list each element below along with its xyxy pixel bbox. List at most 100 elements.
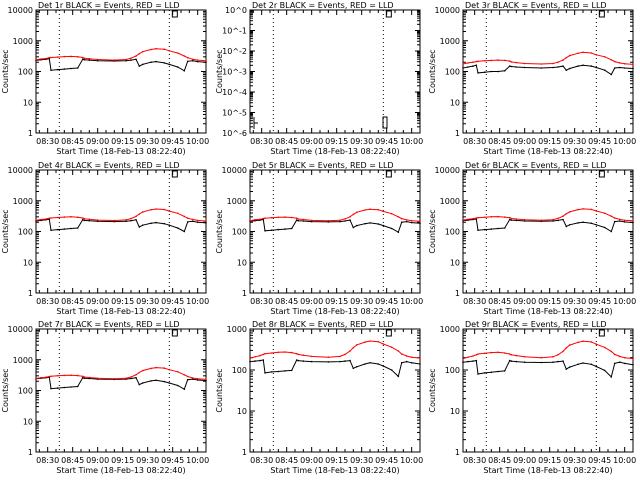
data-point-events xyxy=(613,220,616,223)
x-tick-label: 09:45 xyxy=(588,456,611,465)
data-point-events xyxy=(618,66,621,69)
y-tick-label: 1 xyxy=(455,129,460,138)
x-tick-label: 09:45 xyxy=(375,297,398,306)
data-point-lld xyxy=(186,375,189,378)
data-point-lld xyxy=(490,59,493,62)
data-point-events xyxy=(419,363,421,365)
x-tick-label: 09:15 xyxy=(325,297,348,306)
data-point-lld xyxy=(410,219,413,222)
data-point-events xyxy=(618,220,621,222)
x-tick-label: 09:00 xyxy=(513,456,536,465)
data-point-lld xyxy=(135,374,137,376)
data-point-events xyxy=(141,382,144,384)
y-tick-label: 100 xyxy=(445,68,460,77)
x-tick-label: 08:45 xyxy=(61,297,84,306)
series-line-events xyxy=(462,218,634,233)
data-point-events xyxy=(477,373,479,375)
data-point-lld xyxy=(284,351,286,353)
y-tick-label: 100 xyxy=(18,68,33,77)
data-point-lld xyxy=(262,217,265,220)
data-point-lld xyxy=(96,58,99,61)
data-point-lld xyxy=(125,219,127,221)
data-point-lld xyxy=(130,57,132,59)
data-point-events xyxy=(369,362,371,364)
data-point-events xyxy=(490,70,493,73)
data-point-lld xyxy=(56,375,59,377)
x-axis-label: Start Time (18-Feb-13 08:22:40) xyxy=(483,307,612,316)
plot-frame xyxy=(249,169,421,294)
panel-det-8r: 1 10 100 1000 08:30 08:45 09:00 09:15 09:30 09:45… xyxy=(215,320,423,475)
x-tick-label: 09:00 xyxy=(86,137,109,146)
data-point-events xyxy=(557,219,559,222)
data-point-lld xyxy=(113,378,116,380)
data-point-lld xyxy=(35,219,37,222)
data-point-lld xyxy=(349,216,351,218)
data-point-events xyxy=(510,219,513,221)
x-tick-label: 09:45 xyxy=(588,297,611,306)
data-point-events xyxy=(610,73,613,76)
data-point-events xyxy=(88,219,91,222)
y-tick-label: 1000 xyxy=(440,197,460,206)
data-point-lld xyxy=(150,48,152,51)
x-tick-label: 09:00 xyxy=(513,137,536,146)
data-point-lld xyxy=(352,213,355,216)
data-point-lld xyxy=(163,208,166,211)
panel-det-2r: 10^-610^-510^-410^-310^-210^-110^008:30 0… xyxy=(215,1,423,156)
data-point-events xyxy=(623,221,626,223)
data-point-events xyxy=(610,376,613,378)
panel-det-1r: 1 10 100 1000 10000 08:30 08:45 09:00 09:15 09:30… xyxy=(1,1,209,156)
y-tick-label: 1 xyxy=(455,448,460,457)
x-tick-label: 10:00 xyxy=(186,137,209,146)
data-point-events xyxy=(259,359,261,362)
data-point-lld xyxy=(515,61,518,64)
data-point-events xyxy=(186,378,189,381)
data-point-lld xyxy=(96,377,99,380)
flag-marker xyxy=(171,329,178,337)
data-point-events xyxy=(523,361,526,364)
data-point-events xyxy=(400,362,403,364)
x-tick-label: 09:30 xyxy=(350,137,373,146)
data-point-lld xyxy=(618,218,621,221)
data-point-events xyxy=(352,226,355,229)
data-point-lld xyxy=(565,56,568,59)
x-tick-label: 09:45 xyxy=(161,297,184,306)
data-point-events xyxy=(295,219,298,221)
data-point-events xyxy=(163,222,166,225)
data-point-lld xyxy=(83,376,86,378)
data-point-lld xyxy=(613,60,616,63)
panel-title: Det 8r BLACK = Events, RED = LLD xyxy=(252,320,394,329)
data-point-lld xyxy=(150,367,152,370)
flag-marker xyxy=(385,170,392,178)
data-point-lld xyxy=(344,353,346,356)
data-point-lld xyxy=(623,356,626,359)
y-tick-label: 10^-1 xyxy=(222,27,247,36)
data-point-lld xyxy=(259,354,261,357)
data-point-lld xyxy=(595,210,598,212)
data-point-lld xyxy=(603,212,606,214)
y-axis-label: Counts/sec xyxy=(428,49,437,93)
data-point-lld xyxy=(155,366,157,369)
data-point-events xyxy=(50,229,52,231)
data-point-lld xyxy=(595,54,598,56)
y-axis-label: Counts/sec xyxy=(1,209,10,253)
data-point-events xyxy=(590,65,593,67)
x-tick-label: 09:30 xyxy=(563,137,586,146)
data-point-lld xyxy=(467,62,469,64)
x-tick-label: 09:00 xyxy=(300,456,323,465)
y-tick-label: 10000 xyxy=(8,166,33,175)
data-point-events xyxy=(339,360,341,363)
series-line-events xyxy=(249,218,421,233)
data-point-events xyxy=(186,60,189,63)
data-point-lld xyxy=(462,63,464,65)
data-point-events xyxy=(155,60,157,63)
data-point-events xyxy=(130,59,132,61)
data-point-events xyxy=(70,386,72,388)
data-point-events xyxy=(475,359,478,362)
y-tick-label: 1000 xyxy=(13,356,33,365)
x-axis-label: Start Time (18-Feb-13 08:22:40) xyxy=(270,307,399,316)
data-point-events xyxy=(508,65,511,67)
data-point-events xyxy=(302,220,305,222)
data-point-lld xyxy=(88,218,91,221)
data-point-events xyxy=(632,363,634,366)
data-point-events xyxy=(540,361,543,364)
